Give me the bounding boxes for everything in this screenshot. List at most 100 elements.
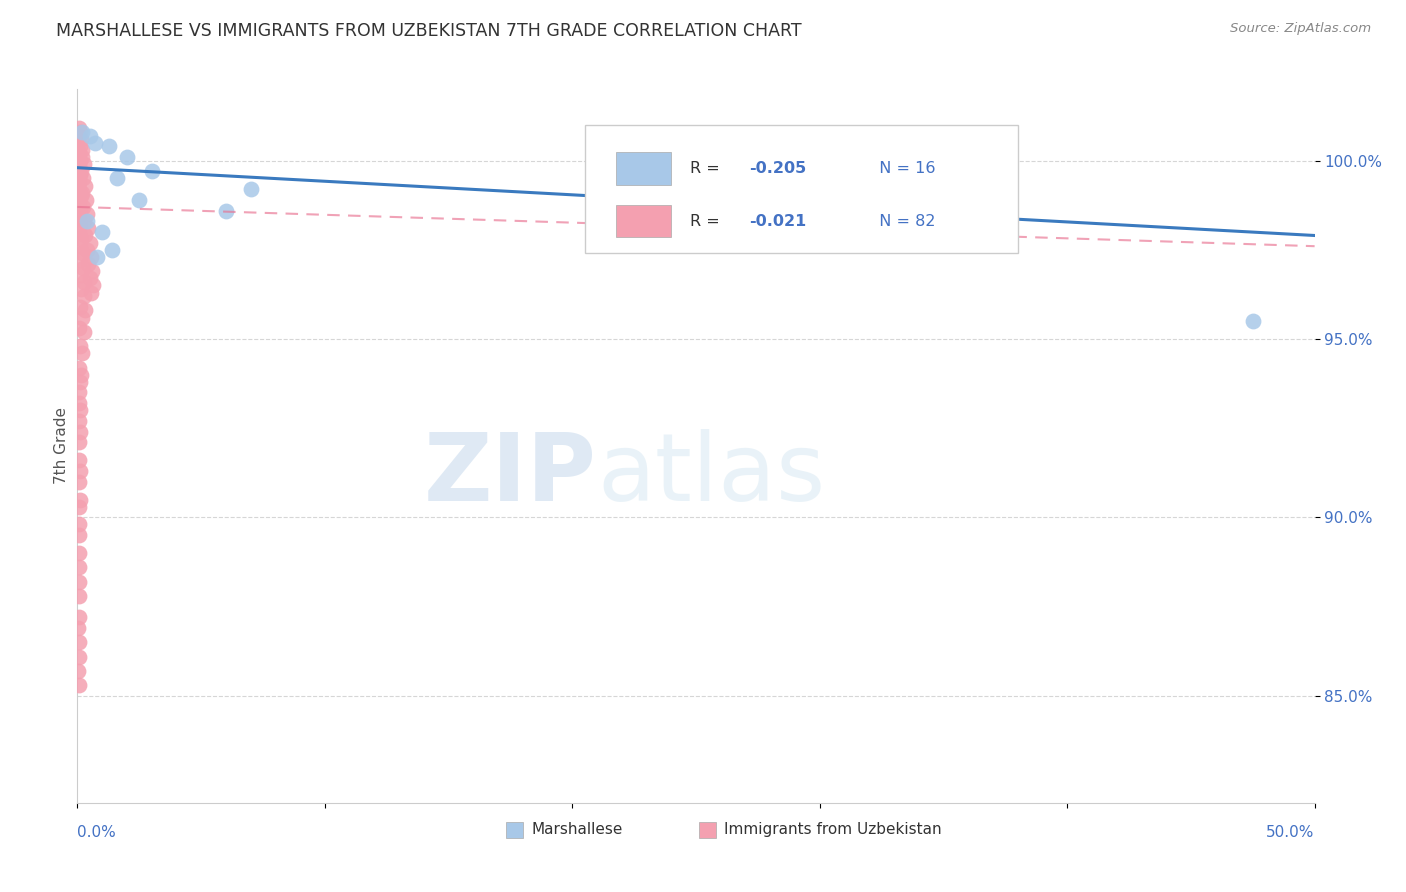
Point — [69, 164, 91, 178]
Point — [67, 560, 90, 574]
Point — [80, 250, 103, 264]
Text: -0.205: -0.205 — [749, 161, 807, 176]
Point — [72, 200, 94, 214]
Point — [67, 546, 90, 560]
Point — [69, 189, 91, 203]
Point — [69, 268, 91, 282]
Point — [75, 228, 97, 243]
Text: Source: ZipAtlas.com: Source: ZipAtlas.com — [1230, 22, 1371, 36]
Point — [67, 528, 90, 542]
Point — [67, 385, 90, 400]
Point — [82, 264, 104, 278]
Point — [67, 360, 90, 375]
Point — [69, 203, 91, 218]
Point — [67, 678, 90, 692]
Point — [67, 610, 90, 624]
Point — [69, 403, 91, 417]
Point — [69, 218, 91, 232]
Point — [69, 375, 91, 389]
Point — [67, 211, 90, 225]
Point — [79, 128, 101, 143]
Point — [83, 136, 105, 150]
Text: R =: R = — [690, 213, 724, 228]
Point — [70, 368, 93, 382]
Point — [72, 275, 94, 289]
Point — [67, 182, 90, 196]
Text: MARSHALLESE VS IMMIGRANTS FROM UZBEKISTAN 7TH GRADE CORRELATION CHART: MARSHALLESE VS IMMIGRANTS FROM UZBEKISTA… — [56, 22, 801, 40]
Point — [73, 303, 96, 318]
Point — [67, 649, 90, 664]
Point — [67, 589, 90, 603]
Point — [141, 164, 163, 178]
Point — [69, 253, 91, 268]
Point — [69, 125, 91, 139]
Point — [105, 171, 128, 186]
Point — [67, 175, 90, 189]
Point — [70, 132, 93, 146]
Point — [67, 635, 90, 649]
Point — [82, 278, 104, 293]
Point — [67, 128, 90, 143]
Point — [77, 221, 100, 235]
Point — [86, 250, 108, 264]
Point — [72, 171, 94, 186]
Point — [72, 260, 94, 275]
Point — [72, 310, 94, 325]
Point — [67, 414, 90, 428]
Point — [67, 146, 90, 161]
Point — [67, 196, 90, 211]
Point — [67, 475, 90, 489]
Text: Immigrants from Uzbekistan: Immigrants from Uzbekistan — [724, 822, 942, 837]
Point — [67, 435, 90, 450]
Point — [69, 492, 91, 507]
Point — [115, 150, 138, 164]
Point — [69, 168, 91, 182]
Point — [70, 186, 93, 200]
Point — [72, 143, 94, 157]
Point — [80, 285, 103, 300]
Text: -0.021: -0.021 — [749, 213, 807, 228]
Point — [67, 664, 90, 678]
Point — [69, 425, 91, 439]
Point — [73, 178, 96, 193]
Text: 50.0%: 50.0% — [1267, 825, 1315, 840]
Point — [70, 232, 93, 246]
Point — [98, 139, 121, 153]
Point — [239, 182, 262, 196]
Bar — [616, 153, 671, 185]
FancyBboxPatch shape — [585, 125, 1018, 253]
Text: N = 82: N = 82 — [869, 213, 935, 228]
Point — [67, 161, 90, 175]
Bar — [616, 205, 671, 237]
Point — [1241, 314, 1264, 328]
Point — [883, 207, 905, 221]
Point — [69, 282, 91, 296]
Text: 0.0%: 0.0% — [77, 825, 117, 840]
Point — [128, 193, 150, 207]
Point — [70, 246, 93, 260]
Text: ZIP: ZIP — [425, 428, 598, 521]
Point — [69, 239, 91, 253]
Point — [72, 157, 94, 171]
Point — [76, 207, 98, 221]
Point — [215, 203, 238, 218]
Point — [77, 257, 100, 271]
Point — [70, 346, 93, 360]
Point — [91, 225, 114, 239]
Text: atlas: atlas — [598, 428, 825, 521]
Point — [76, 243, 98, 257]
Point — [67, 574, 90, 589]
Point — [75, 193, 97, 207]
Point — [69, 153, 91, 168]
Point — [72, 325, 94, 339]
Point — [69, 339, 91, 353]
Point — [101, 243, 124, 257]
Text: Marshallese: Marshallese — [531, 822, 623, 837]
Point — [76, 214, 98, 228]
Text: N = 16: N = 16 — [869, 161, 935, 176]
Point — [67, 500, 90, 514]
Point — [67, 321, 90, 335]
Point — [67, 396, 90, 410]
Point — [69, 300, 91, 314]
Point — [69, 464, 91, 478]
